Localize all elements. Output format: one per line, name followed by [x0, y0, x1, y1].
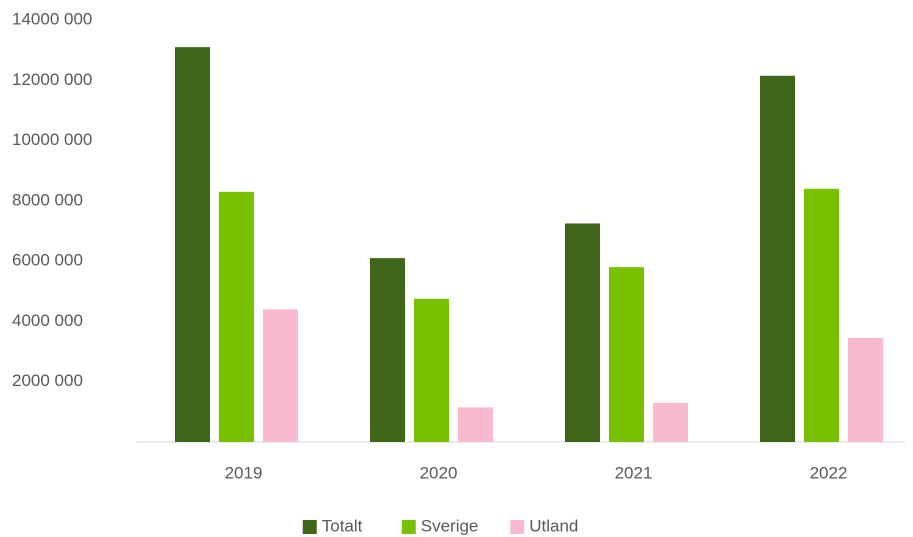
legend-label: Utland [529, 516, 578, 535]
legend-label: Totalt [322, 516, 363, 535]
bar [370, 258, 405, 442]
bar [609, 267, 644, 442]
bar [848, 338, 883, 442]
x-tick-label: 2020 [420, 463, 458, 482]
bar [653, 402, 688, 442]
bar [219, 191, 254, 442]
legend-swatch [401, 520, 416, 534]
y-tick-label: 4000 000 [12, 311, 83, 330]
y-tick-label: 6000 000 [12, 251, 83, 270]
y-tick-label: 8000 000 [12, 190, 83, 209]
x-tick-label: 2019 [225, 463, 263, 482]
y-tick-label: 10000 000 [12, 130, 92, 149]
bar [760, 75, 795, 442]
legend-swatch [510, 520, 525, 534]
y-tick-label: 14000 000 [12, 9, 92, 28]
x-tick-label: 2021 [615, 463, 653, 482]
bar [175, 47, 210, 442]
bar [565, 223, 600, 442]
bar [263, 309, 298, 442]
bar [804, 188, 839, 442]
bar [414, 298, 449, 442]
legend-label: Sverige [421, 516, 479, 535]
legend-swatch [302, 520, 317, 534]
y-tick-label: 12000 000 [12, 70, 92, 89]
y-tick-label: 2000 000 [12, 371, 83, 390]
bar [458, 407, 493, 442]
x-tick-label: 2022 [810, 463, 848, 482]
